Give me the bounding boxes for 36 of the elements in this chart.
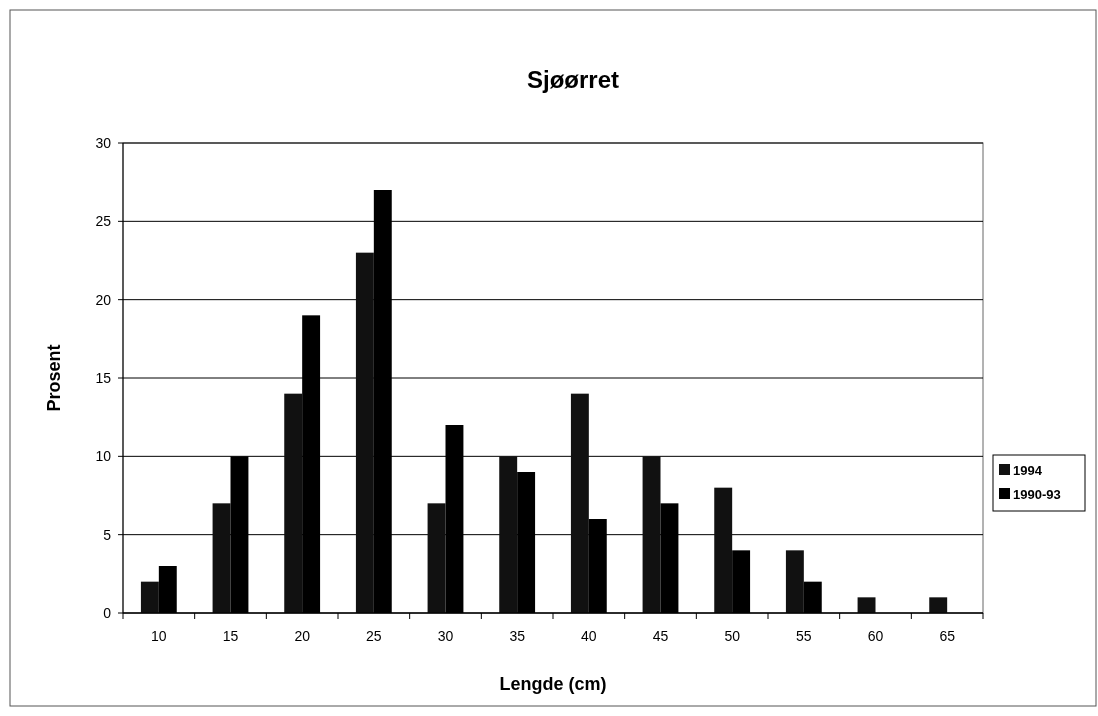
bar: [714, 487, 733, 613]
bar: [857, 597, 876, 613]
x-tick-label: 10: [151, 628, 167, 644]
y-tick-label: 25: [95, 213, 112, 230]
y-tick-label: 30: [95, 134, 112, 151]
x-tick-label: 55: [796, 628, 812, 644]
x-tick-label: 15: [222, 628, 239, 644]
bar: [284, 393, 303, 613]
x-tick-label: 30: [437, 628, 454, 644]
bar: [499, 456, 518, 613]
bar: [929, 597, 948, 613]
legend-label: 1990-93: [1013, 486, 1061, 502]
bar: [642, 456, 661, 613]
x-tick-label: 20: [294, 628, 311, 644]
bar: [427, 503, 446, 613]
bar: [355, 252, 374, 613]
y-axis-title: Prosent: [44, 344, 64, 412]
y-tick-label: 10: [95, 448, 112, 465]
bar: [570, 393, 589, 613]
x-tick-label: 40: [581, 628, 597, 644]
x-tick-label: 60: [867, 628, 884, 644]
legend-label: 1994: [1013, 462, 1043, 478]
x-tick-label: 65: [939, 628, 956, 644]
y-tick-label: 15: [95, 369, 112, 386]
x-tick-label: 35: [509, 628, 526, 644]
bar: [785, 550, 804, 613]
x-tick-label: 25: [366, 628, 382, 644]
bar: [140, 581, 159, 613]
chart-title: Sjøørret: [526, 66, 620, 93]
y-tick-label: 0: [103, 604, 112, 621]
y-tick-label: 5: [103, 526, 112, 543]
bar: [212, 503, 231, 613]
y-tick-label: 20: [95, 291, 112, 308]
x-axis-title: Lengde (cm): [499, 674, 607, 694]
x-tick-label: 45: [652, 628, 669, 644]
x-tick-label: 50: [724, 628, 741, 644]
